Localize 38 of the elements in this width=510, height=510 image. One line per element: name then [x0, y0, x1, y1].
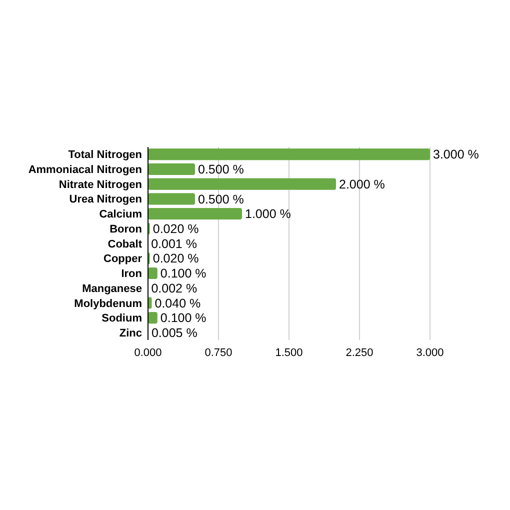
data-label: 0.002 %	[151, 281, 198, 296]
data-label: 0.001 %	[151, 236, 197, 251]
data-label: 0.500 %	[198, 192, 244, 206]
bar	[148, 148, 430, 160]
bar	[148, 267, 158, 280]
data-label: 3.000 %	[433, 148, 479, 162]
bar	[148, 193, 195, 205]
data-label: 2.000 %	[339, 177, 385, 192]
data-label: 0.040 %	[154, 296, 201, 310]
y-tick-label: Manganese	[82, 282, 142, 295]
x-tick-label: 0.000	[134, 347, 162, 359]
x-tick-label: 3.000	[416, 347, 444, 359]
data-label: 0.020 %	[152, 252, 199, 266]
data-label: 0.100 %	[160, 311, 206, 326]
bar	[148, 163, 195, 175]
y-tick-label: Copper	[104, 253, 143, 266]
y-tick-label: Ammoniacal Nitrogen	[28, 164, 142, 176]
y-tick-label: Sodium	[102, 312, 142, 325]
data-label: 1.000 %	[245, 207, 291, 222]
y-tick-label: Iron	[121, 268, 142, 280]
y-tick-label: Nitrate Nitrogen	[58, 178, 142, 191]
y-tick-label: Total Nitrogen	[68, 149, 142, 162]
bar	[148, 178, 336, 190]
bar	[148, 208, 242, 220]
y-tick-label: Calcium	[99, 208, 142, 221]
y-tick-label: Zinc	[119, 328, 142, 340]
x-tick-label: 0.750	[204, 347, 232, 359]
y-tick-label: Molybdenum	[74, 298, 142, 310]
data-label: 0.100 %	[160, 266, 206, 281]
y-tick-label: Boron	[110, 223, 142, 236]
x-tick-label: 2.250	[346, 347, 374, 359]
y-tick-label: Cobalt	[108, 238, 142, 250]
bar	[148, 312, 158, 324]
y-tick-label: Urea Nitrogen	[69, 194, 142, 206]
data-label: 0.020 %	[152, 222, 199, 236]
data-label: 0.500 %	[198, 162, 244, 177]
data-label: 0.005 %	[151, 326, 198, 340]
x-tick-label: 1.500	[275, 347, 303, 359]
